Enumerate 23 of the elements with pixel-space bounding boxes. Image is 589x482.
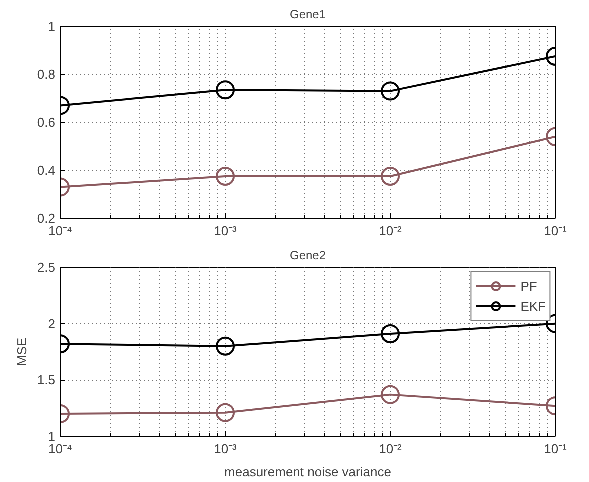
y-tick-label: 1 — [48, 429, 56, 444]
chart-title: Gene1 — [290, 8, 326, 22]
x-tick-label: 10⁻¹ — [544, 442, 568, 456]
x-tick-label: 10⁻³ — [214, 442, 238, 456]
chart-title: Gene2 — [290, 248, 326, 262]
legend-label: PF — [520, 278, 538, 294]
x-axis-title: measurement noise variance — [224, 464, 392, 480]
x-tick-label: 10⁻² — [379, 442, 403, 456]
y-tick-label: 2.5 — [37, 260, 56, 275]
y-tick-label: 0.8 — [37, 67, 56, 82]
x-tick-label: 10⁻⁴ — [48, 224, 73, 238]
x-tick-label: 10⁻⁴ — [48, 442, 73, 456]
x-tick-label: 10⁻¹ — [544, 224, 568, 238]
y-tick-label: 1 — [48, 19, 56, 34]
x-tick-label: 10⁻² — [379, 224, 403, 238]
y-tick-label: 0.2 — [37, 211, 56, 226]
legend-label: EKF — [520, 298, 546, 314]
y-axis-title: MSE — [14, 338, 30, 366]
y-tick-label: 0.6 — [37, 115, 56, 130]
y-tick-label: 1.5 — [37, 372, 56, 388]
x-tick-label: 10⁻³ — [214, 224, 238, 238]
y-tick-label: 2 — [48, 316, 56, 332]
y-tick-label: 0.4 — [37, 163, 56, 178]
